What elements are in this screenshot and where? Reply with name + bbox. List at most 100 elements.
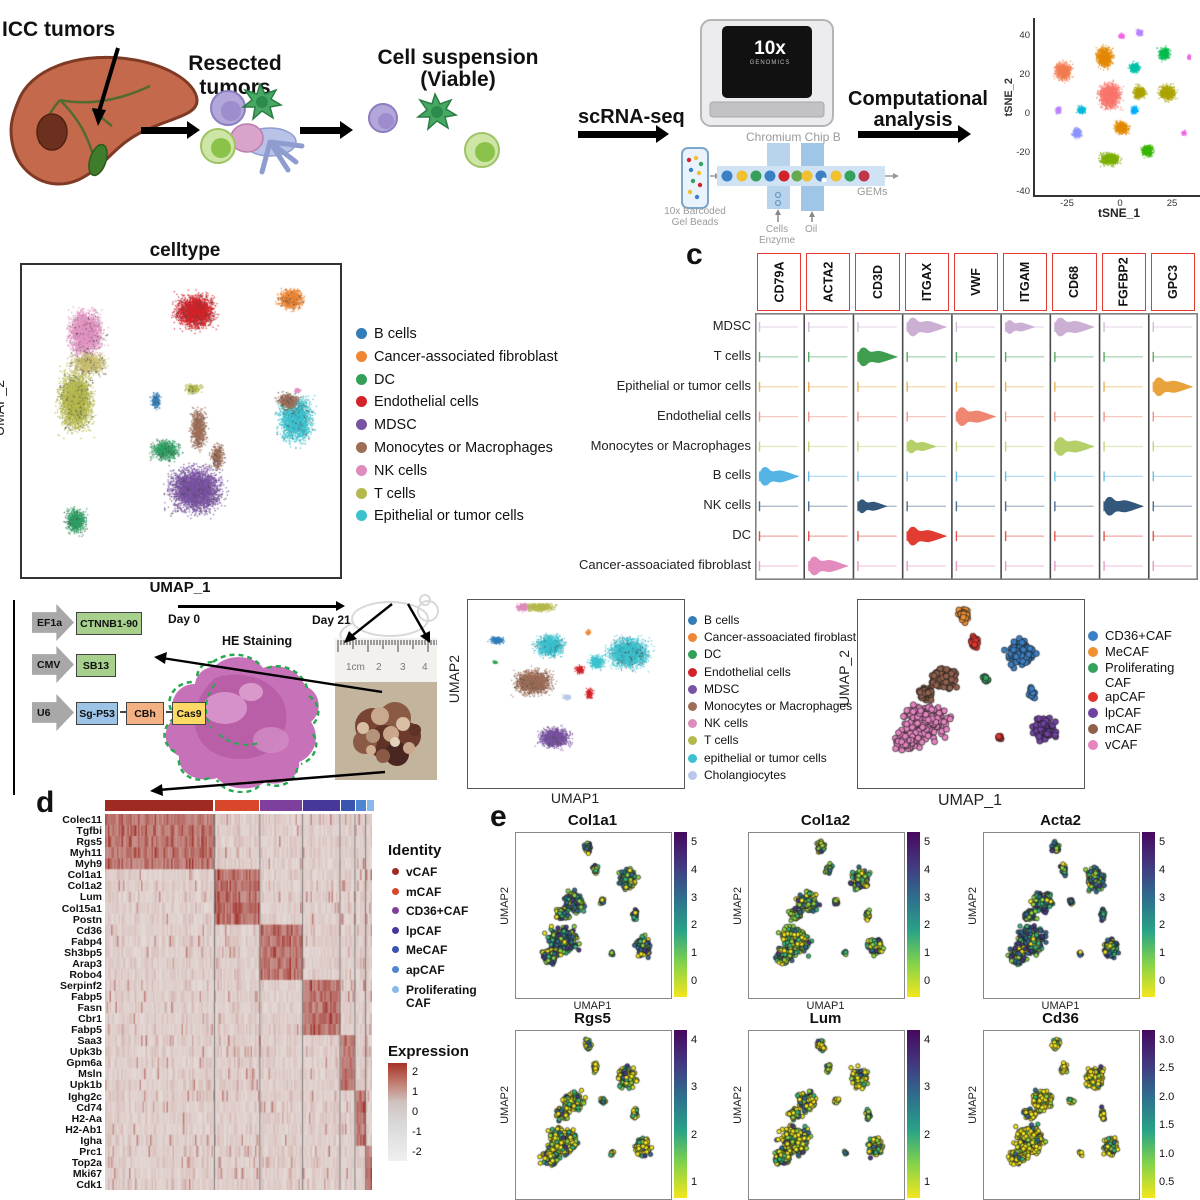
icc-pointer-arrow	[96, 47, 120, 116]
violin-grid	[755, 313, 1198, 580]
legend-label: vCAF	[406, 865, 438, 879]
legend-dot	[688, 719, 697, 729]
feature-cbar-tick: 2	[924, 1128, 931, 1141]
legend-dot	[392, 985, 399, 993]
feature-title: Col1a2	[800, 812, 851, 829]
legend-dot	[1088, 631, 1098, 641]
celltype-xlabel: UMAP_1	[149, 579, 211, 596]
heatmap-cluster-band	[303, 800, 340, 811]
gene-name: ITGAX	[919, 262, 934, 302]
expression-tick: -1	[412, 1126, 422, 1138]
construct-connector	[166, 711, 172, 713]
feature-colorbar	[1142, 832, 1155, 997]
feature-colorbar	[674, 832, 687, 997]
workflow-arrow-2	[300, 127, 340, 134]
panel-e-letter: e	[490, 800, 507, 833]
legend-dot	[356, 464, 367, 476]
legend-item: Monocytes or Macrophages	[356, 440, 558, 463]
feature-cbar-tick: 2.0	[1159, 1090, 1175, 1103]
heatmap-cluster-band	[260, 800, 303, 811]
feature-cbar-tick: 4	[924, 863, 931, 876]
heatmap-gene-label: Arap3	[72, 957, 102, 970]
cell-suspension-illustration	[368, 91, 500, 168]
legend-label: Cancer-assoaciated firoblast	[704, 630, 857, 645]
chip-droplets	[721, 170, 870, 183]
tsne-ytick: -20	[1016, 147, 1030, 158]
legend-item: vCAF	[1088, 737, 1200, 754]
gems-label: GEMs	[857, 186, 888, 198]
chromium-chip-diagram	[681, 143, 899, 222]
construct-element: CBh	[126, 702, 164, 725]
heatmap-gene-label: Fabp5	[71, 1024, 102, 1037]
gene-name: CD3D	[870, 264, 885, 300]
feature-cbar-tick: 3	[924, 1081, 931, 1094]
legend-item: DC	[688, 648, 856, 665]
legend-label: mCAF	[406, 884, 442, 899]
legend-label: MDSC	[704, 681, 740, 696]
heatmap-gene-label: Sh3bp5	[64, 946, 102, 959]
promoter-arrow: U6	[32, 694, 74, 731]
heatmap-gene-label: Msln	[78, 1068, 102, 1081]
expression-tick: -2	[412, 1146, 422, 1158]
feature-ylabel: UMAP2	[499, 1086, 511, 1124]
heatmap-gene-label: Col15a1	[61, 902, 102, 915]
legend-label: NK cells	[704, 716, 749, 731]
legend-label: NK cells	[374, 462, 428, 479]
heatmap-gene-label: Rgs5	[76, 836, 102, 849]
feature-cbar-tick: 2	[691, 1128, 698, 1141]
legend-label: Proliferating CAF	[1105, 659, 1175, 690]
promoter-label: U6	[37, 706, 51, 719]
heatmap-gene-label: Tgfbi	[76, 825, 102, 838]
feature-plot-canvas	[517, 1032, 668, 1196]
cells-enzyme-label: Cells Enzyme	[758, 224, 796, 246]
gene-name: CD68	[1067, 266, 1082, 298]
violin-row-label: NK cells	[703, 497, 751, 513]
left-crop-line	[13, 600, 15, 795]
violin-gene-header: ITGAM	[1003, 253, 1048, 311]
celltype-legend: B cells Cancer-associated fibroblast DC End…	[356, 326, 558, 531]
legend-item: Monocytes or Macrophages	[688, 699, 856, 717]
legend-item: Proliferating CAF	[1088, 659, 1200, 691]
celltype-ylabel: UMAP_2	[0, 380, 7, 437]
umap2-legend: B cells Cancer-assoaciated firoblast DC End…	[688, 613, 857, 786]
he-staining-image	[163, 653, 320, 793]
heatmap-gene-label: Ighg2c	[68, 1090, 102, 1103]
heatmap-gene-label: Cdk1	[76, 1178, 102, 1191]
heatmap-gene-label: Top2a	[71, 1156, 102, 1169]
legend-label: Monocytes or Macrophages	[374, 439, 553, 456]
heatmap-gene-label: Col1a2	[67, 880, 102, 893]
beads-label: 10x Barcoded Gel Beads	[664, 206, 726, 228]
cell-suspension-viable-label: (Viable)	[420, 68, 496, 91]
heatmap-cluster-band	[214, 800, 260, 811]
feature-cbar-tick: 0	[1159, 975, 1166, 987]
comp-arrow-head	[958, 125, 971, 143]
feature-xlabel: UMAP1	[806, 1000, 845, 1012]
legend-item: Epithelial or tumor cells	[356, 508, 558, 531]
liver-illustration	[9, 47, 199, 186]
tsne-xtick: 25	[1166, 198, 1178, 209]
heatmap-gene-label: Fasn	[77, 1002, 102, 1015]
violin-gene-header: GPC3	[1150, 253, 1195, 311]
legend-dot	[688, 753, 697, 763]
caf-umap-plot	[859, 601, 1081, 785]
legend-dot	[356, 328, 367, 339]
feature-cbar-tick: 1	[691, 947, 698, 960]
legend-dot	[688, 684, 697, 694]
feature-title: Col1a1	[567, 812, 618, 829]
violin-gene-header: CD79A	[757, 253, 802, 311]
feature-cbar-tick: 3	[691, 1081, 698, 1094]
chromium-instrument	[700, 19, 834, 127]
legend-item: T cells	[688, 734, 856, 751]
legend-dot	[688, 770, 697, 780]
expression-tick: 0	[412, 1106, 419, 1118]
expression-colorbar	[388, 1063, 407, 1161]
violin-row-label: MDSC	[712, 318, 751, 333]
heatmap-gene-label: Mki67	[72, 1167, 102, 1180]
ruler-number: 2	[376, 662, 382, 673]
legend-dot	[1088, 646, 1098, 657]
feature-cbar-tick: 2	[924, 919, 931, 932]
legend-label: MeCAF	[1105, 643, 1150, 659]
tumor-photo	[335, 638, 437, 780]
scrna-seq-label: scRNA-seq	[578, 106, 685, 128]
